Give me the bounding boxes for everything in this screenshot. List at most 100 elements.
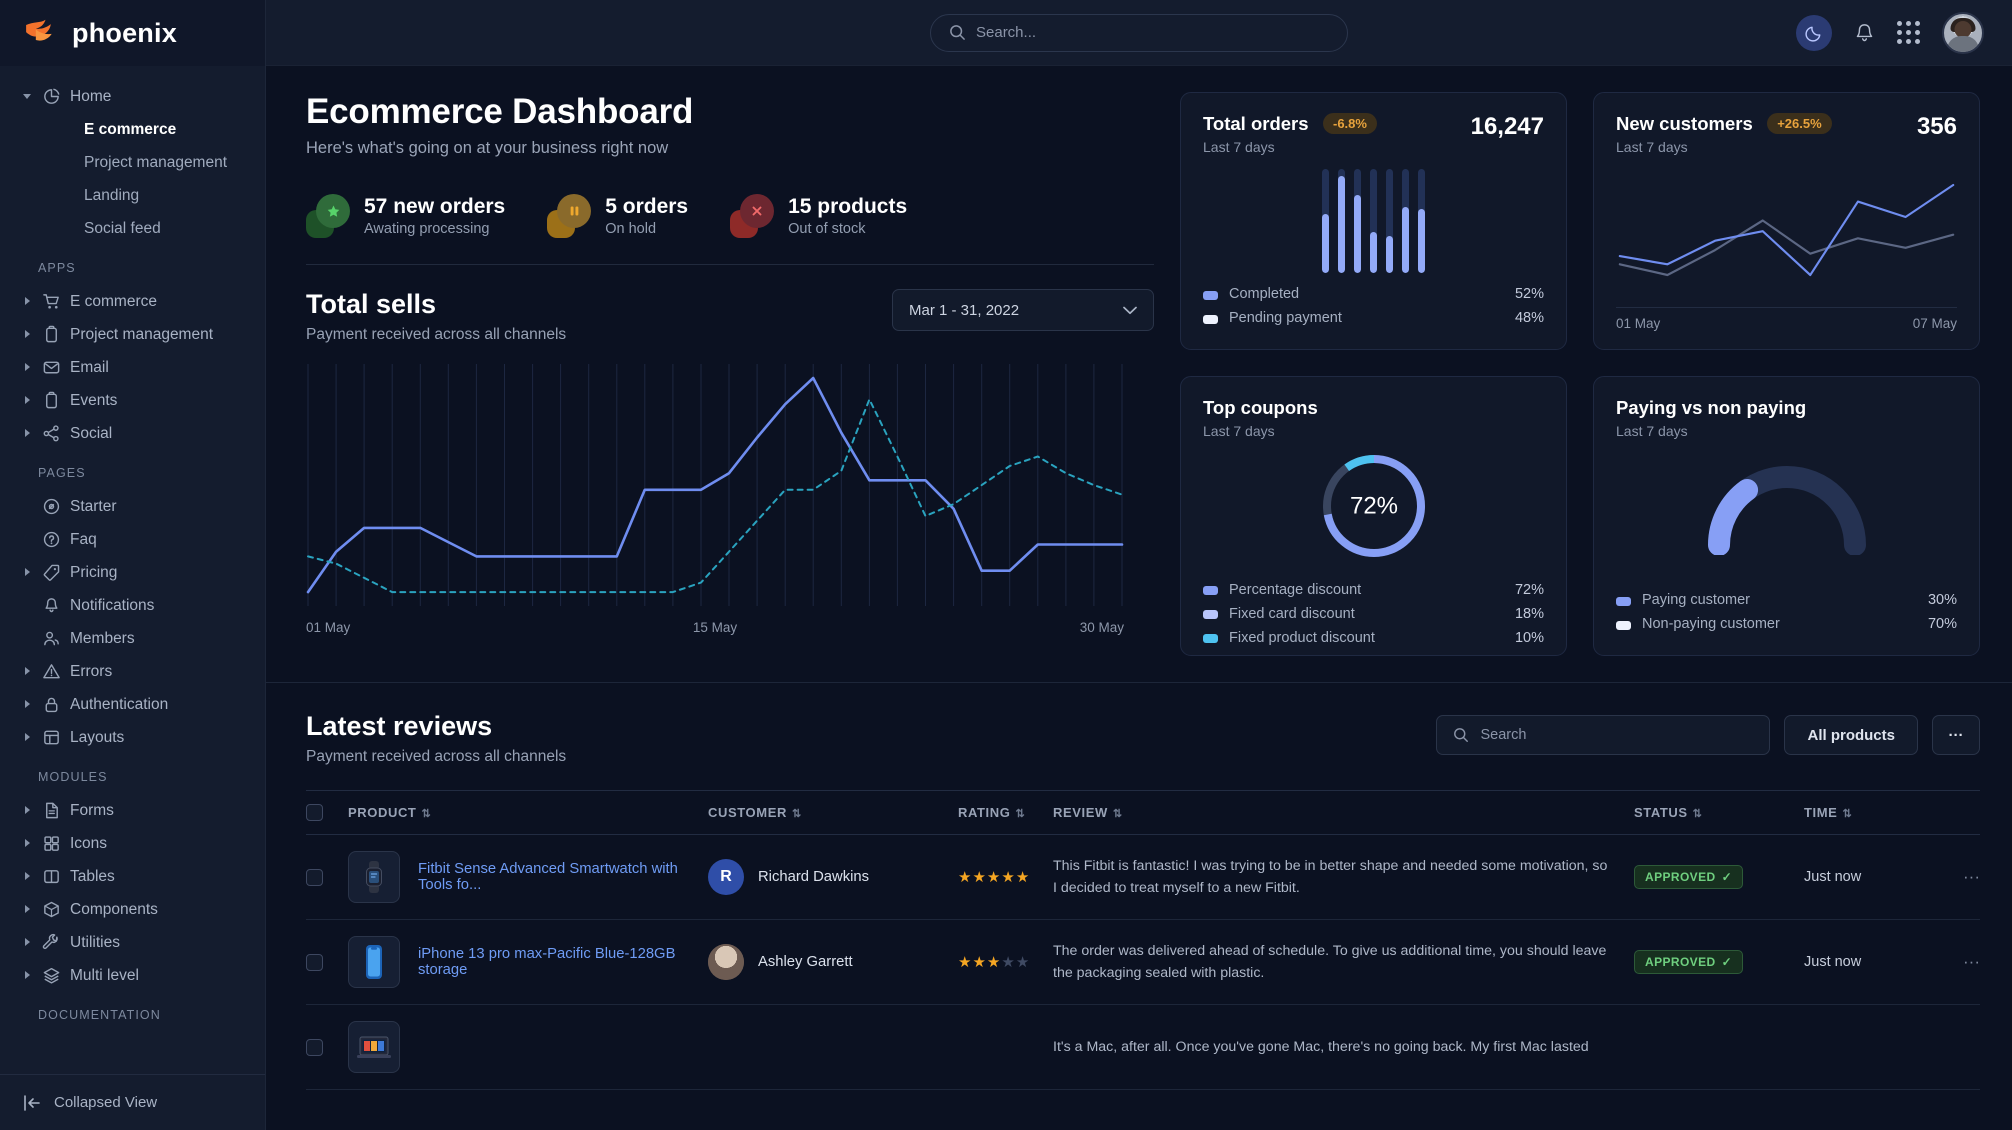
sidebar-subitem-project-management[interactable]: Project management [84, 153, 228, 171]
sidebar-item-label: E commerce [70, 292, 157, 310]
row-menu-button[interactable] [1934, 1004, 1980, 1090]
sidebar-item-tables[interactable]: Tables [0, 860, 265, 893]
row-product-cell [348, 1004, 708, 1090]
avatar-head [1954, 21, 1972, 39]
global-search[interactable] [930, 13, 1348, 52]
card-total-orders-subtitle: Last 7 days [1203, 139, 1275, 155]
file-text-icon [46, 802, 58, 819]
sidebar-item-starter[interactable]: Starter [0, 490, 265, 523]
sidebar-item-forms[interactable]: Forms [0, 794, 265, 827]
table-row[interactable]: Fitbit Sense Advanced Smartwatch with To… [306, 834, 1980, 920]
reviews-search-input[interactable] [1480, 727, 1731, 743]
sidebar-item-label: Events [70, 391, 118, 409]
sidebar-item-label: Members [70, 629, 135, 647]
sidebar-item-social[interactable]: Social [0, 417, 265, 450]
col-time[interactable]: TIME ⇅ [1804, 790, 1934, 835]
check-icon: ✓ [1721, 955, 1733, 969]
reviews-header-row: PRODUCT ⇅ CUSTOMER ⇅ RATING ⇅ REVIEW ⇅ [306, 790, 1980, 835]
stat-label: On hold [605, 221, 657, 238]
row-status-cell: APPROVED ✓ [1634, 919, 1804, 1005]
minibar-4 [1370, 169, 1377, 274]
col-status-label: STATUS [1634, 805, 1688, 820]
col-rating[interactable]: RATING ⇅ [958, 790, 1053, 835]
card-new-customers-badge: +26.5% [1767, 113, 1832, 134]
user-avatar[interactable] [1942, 11, 1984, 54]
product-link[interactable]: iPhone 13 pro max-Pacific Blue-128GB sto… [418, 946, 676, 978]
top-coupons-legend-row-2: Fixed product discount 10% [1203, 627, 1544, 651]
pie-chart-icon [44, 88, 60, 104]
sidebar-subitem-e-commerce[interactable]: E commerce [84, 120, 177, 138]
sidebar-item-members[interactable]: Members [0, 622, 265, 655]
theme-toggle-button[interactable] [1796, 14, 1832, 51]
caret-blank-icon [22, 501, 33, 512]
date-range-select[interactable]: Mar 1 - 31, 2022 [892, 289, 1154, 331]
review-text: The order was delivered ahead of schedul… [1053, 943, 1607, 981]
row-menu-button[interactable]: ··· [1934, 834, 1980, 920]
sidebar-item-components[interactable]: Components [0, 893, 265, 926]
table-row[interactable]: iPhone 13 pro max-Pacific Blue-128GB sto… [306, 919, 1980, 1005]
stat-card-pause: 5 orders On hold [547, 194, 730, 238]
notifications-button[interactable] [1854, 22, 1875, 44]
caret-blank-icon [22, 534, 33, 545]
row-checkbox[interactable] [306, 953, 323, 971]
sidebar-item-events[interactable]: Events [0, 384, 265, 417]
col-status[interactable]: STATUS ⇅ [1634, 790, 1804, 835]
sidebar-item-authentication[interactable]: Authentication [0, 688, 265, 721]
reviews-search[interactable] [1436, 715, 1771, 755]
card-total-orders-value: 16,247 [1470, 113, 1544, 140]
review-text: It's a Mac, after all. Once you've gone … [1053, 1039, 1589, 1055]
col-review[interactable]: REVIEW ⇅ [1053, 790, 1634, 835]
card-new-customers-value: 356 [1916, 113, 1957, 140]
col-product[interactable]: PRODUCT ⇅ [348, 790, 708, 835]
topbar-actions [1796, 11, 2012, 54]
caret-right-icon [22, 904, 33, 915]
sidebar-item-icons[interactable]: Icons [0, 827, 265, 860]
sidebar-item-utilities[interactable]: Utilities [0, 926, 265, 959]
product-link[interactable]: Fitbit Sense Advanced Smartwatch with To… [418, 861, 678, 893]
sidebar-item-pricing[interactable]: Pricing [0, 556, 265, 589]
sidebar-item-layouts[interactable]: Layouts [0, 721, 265, 754]
sidebar-item-email[interactable]: Email [0, 351, 265, 384]
x-tick-mid: 15 May [692, 620, 738, 635]
search-input[interactable] [976, 24, 1306, 41]
all-products-button[interactable]: All products [1784, 715, 1918, 755]
sidebar-subitem-landing[interactable]: Landing [84, 186, 140, 204]
row-checkbox[interactable] [306, 1038, 323, 1056]
new-customers-x-start: 01 May [1616, 316, 1661, 331]
sidebar-item-label: Email [70, 358, 109, 376]
sidebar-item-home[interactable]: Home [0, 80, 265, 113]
x-tick-start: 01 May [306, 620, 351, 635]
legend-label: Fixed card discount [1229, 605, 1355, 622]
page-subtitle: Here's what's going on at your business … [306, 139, 669, 157]
sidebar-subitem-social-feed[interactable]: Social feed [84, 219, 161, 237]
row-checkbox[interactable] [306, 868, 323, 886]
stat-circle [316, 194, 350, 228]
legend-value: 52% [1514, 286, 1544, 303]
sidebar-item-errors[interactable]: Errors [0, 655, 265, 688]
col-customer[interactable]: CUSTOMER ⇅ [708, 790, 958, 835]
table-row[interactable]: It's a Mac, after all. Once you've gone … [306, 1004, 1980, 1090]
select-all-checkbox[interactable] [306, 804, 323, 821]
legend-value: 30% [1927, 592, 1957, 609]
sidebar-item-e-commerce[interactable]: E commerce [0, 285, 265, 318]
reviews-table: PRODUCT ⇅ CUSTOMER ⇅ RATING ⇅ REVIEW ⇅ [306, 790, 1980, 1090]
card-total-orders-badge: -6.8% [1323, 113, 1377, 134]
sidebar-item-notifications[interactable]: Notifications [0, 589, 265, 622]
brand-logo-area[interactable]: phoenix [0, 0, 265, 66]
sidebar-item-faq[interactable]: Faq [0, 523, 265, 556]
card-total-orders-header: Total orders -6.8% Last 7 days 16,247 [1203, 113, 1544, 155]
total-orders-legend-row-0: Completed 52% [1203, 283, 1544, 307]
sidebar-item-multi-level[interactable]: Multi level [0, 959, 265, 992]
card-paying-legend: Paying customer 30% Non-paying customer 70% [1616, 589, 1957, 637]
row-rating-cell: ★★★★★ [958, 919, 1053, 1005]
caret-down-icon [22, 91, 33, 102]
legend-swatch [1203, 290, 1218, 300]
sidebar-item-project-management[interactable]: Project management [0, 318, 265, 351]
collapsed-view-toggle[interactable]: Collapsed View [0, 1074, 265, 1130]
reviews-more-button[interactable]: ··· [1932, 715, 1980, 755]
col-review-label: REVIEW [1053, 805, 1108, 820]
apps-grid-button[interactable] [1897, 21, 1920, 44]
row-menu-button[interactable]: ··· [1934, 919, 1980, 1005]
sells-series-1 [307, 398, 1123, 594]
collapse-left-icon [24, 1094, 40, 1111]
